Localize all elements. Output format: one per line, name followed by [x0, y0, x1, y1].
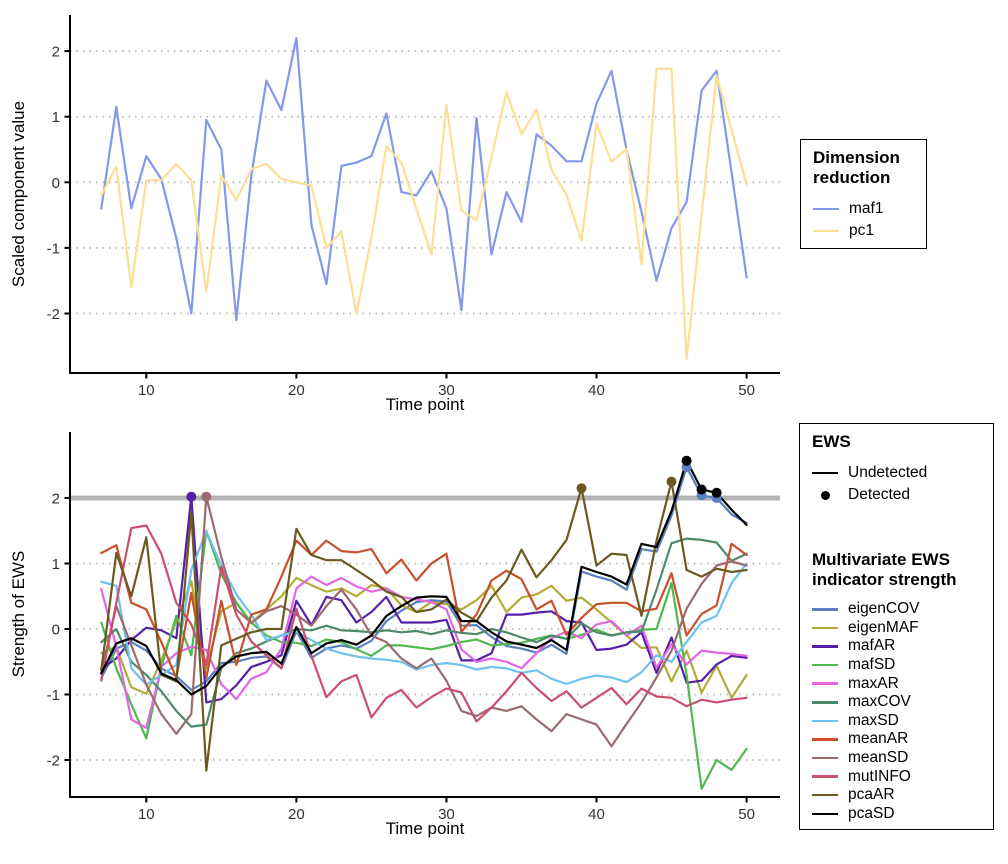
legend-label-mutINFO: mutINFO — [848, 767, 911, 785]
pcaSD-line-swatch-icon — [812, 812, 838, 816]
mutINFO-line-swatch-icon — [812, 775, 838, 778]
legend-item-mutINFO: mutINFO — [812, 767, 981, 786]
x-tick-label-10: 10 — [138, 806, 155, 823]
mafSD-line-swatch-icon — [812, 663, 838, 667]
legend-label-pcaSD: pcaSD — [848, 804, 895, 822]
y-tick-label-0: 0 — [52, 175, 60, 192]
detected-point-pcaSD-x46 — [681, 455, 692, 466]
legend-dimension-reduction-items: maf1 pc1 — [813, 198, 914, 242]
series-line-pcaAR — [100, 480, 748, 772]
legend-item-eigenCOV: eigenCOV — [812, 600, 981, 619]
pcaAR-line-swatch-icon — [812, 793, 838, 797]
bottom-x-axis-title: Time point — [386, 819, 465, 838]
top-x-axis-title: Time point — [386, 395, 465, 414]
legend-label-eigenCOV: eigenCOV — [848, 600, 920, 618]
legend-item-pc1: pc1 — [813, 220, 914, 242]
x-tick-label-30: 30 — [438, 806, 455, 823]
legend-item-maf1: maf1 — [813, 198, 914, 220]
y-tick-label-2: 2 — [52, 44, 60, 61]
mafAR-line-swatch-icon — [812, 645, 838, 648]
legend-label-maxAR: maxAR — [848, 674, 899, 692]
legend-item-mafSD: mafSD — [812, 656, 981, 675]
eigenCOV-line-swatch-icon — [812, 608, 838, 611]
maf1-line-swatch-icon — [813, 207, 839, 211]
maxSD-line-swatch-icon — [812, 719, 838, 723]
legend-item-meanSD: meanSD — [812, 749, 981, 768]
x-tick-label-20: 20 — [288, 806, 305, 823]
detected-point-pcaAR-x45 — [666, 476, 677, 487]
x-tick-label-40: 40 — [588, 382, 605, 399]
legend-item-detected: Detected — [812, 484, 981, 506]
y-tick-label-0: 0 — [52, 622, 60, 639]
legend-multivariate-title: Multivariate EWS indicator strength — [812, 550, 957, 589]
legend-item-maxSD: maxSD — [812, 712, 981, 731]
series-line-mafAR — [100, 495, 748, 704]
maxCOV-line-swatch-icon — [812, 701, 838, 704]
eigenMAF-line-swatch-icon — [812, 626, 838, 630]
y-tick-label-1: 1 — [52, 109, 60, 126]
y-tick-label-1: 1 — [52, 556, 60, 573]
detected-point-meanSD-x14 — [201, 491, 212, 502]
detected-point-pcaSD-x47 — [696, 484, 707, 495]
y-tick-label--1: -1 — [47, 687, 60, 704]
x-tick-label-50: 50 — [738, 806, 755, 823]
legend-label-pc1: pc1 — [849, 222, 874, 239]
legend-label-maf1: maf1 — [849, 200, 884, 217]
pc1-line-swatch-icon — [813, 229, 839, 233]
legend-label-maxSD: maxSD — [848, 711, 899, 729]
series-line-mutINFO — [100, 524, 748, 723]
top-chart-panel: 10 20 30 40 50 -2 -1 0 1 2 — [47, 15, 780, 399]
legend-ews: EWS Undetected Detected Multivariate EWS… — [799, 423, 994, 830]
legend-label-mafAR: mafAR — [848, 637, 896, 655]
detected-dot-icon — [812, 490, 838, 500]
bottom-chart-panel: 10 20 30 40 50 -2 -1 0 1 2 — [47, 432, 780, 823]
detected-point-pcaAR-x39 — [576, 483, 587, 494]
legend-item-pcaAR: pcaAR — [812, 786, 981, 805]
detected-point-mafAR-x13 — [186, 491, 197, 502]
legend-label-mafSD: mafSD — [848, 656, 896, 674]
x-tick-label-10: 10 — [138, 382, 155, 399]
legend-item-eigenMAF: eigenMAF — [812, 619, 981, 638]
y-tick-label--2: -2 — [47, 753, 60, 770]
legend-label-meanSD: meanSD — [848, 749, 909, 767]
y-tick-label--1: -1 — [47, 240, 60, 257]
y-tick-label--2: -2 — [47, 306, 60, 323]
top-y-axis-title: Scaled component value — [9, 101, 28, 287]
legend-multivariate-items: eigenCOV eigenMAF mafAR mafSD maxAR maxCOV max… — [812, 600, 981, 823]
legend-item-maxCOV: maxCOV — [812, 693, 981, 712]
legend-dimension-reduction: Dimension reduction maf1 pc1 — [800, 139, 927, 249]
legend-label-eigenMAF: eigenMAF — [848, 618, 919, 636]
legend-ews-title: EWS — [812, 432, 851, 451]
series-line-maxCOV — [100, 537, 748, 728]
legend-item-meanAR: meanAR — [812, 730, 981, 749]
meanAR-line-swatch-icon — [812, 738, 838, 741]
legend-label-maxCOV: maxCOV — [848, 693, 911, 711]
legend-label-pcaAR: pcaAR — [848, 786, 895, 804]
series-line-eigenMAF — [100, 576, 748, 699]
bottom-y-axis-title: Strength of EWS — [9, 551, 28, 678]
meanSD-line-swatch-icon — [812, 756, 838, 760]
series-line-meanSD — [100, 495, 748, 748]
legend-item-undetected: Undetected — [812, 462, 981, 484]
series-line-maf1 — [100, 36, 748, 322]
legend-dimension-reduction-title: Dimension reduction — [813, 148, 900, 187]
legend-item-mafAR: mafAR — [812, 637, 981, 656]
legend-label-meanAR: meanAR — [848, 730, 909, 748]
series-line-pcaSD — [100, 459, 748, 696]
maxAR-line-swatch-icon — [812, 682, 838, 685]
x-tick-label-30: 30 — [438, 382, 455, 399]
legend-item-pcaSD: pcaSD — [812, 805, 981, 824]
series-line-maxSD — [100, 530, 748, 686]
x-tick-label-40: 40 — [588, 806, 605, 823]
x-tick-label-50: 50 — [738, 382, 755, 399]
legend-item-maxAR: maxAR — [812, 674, 981, 693]
undetected-line-icon — [812, 471, 838, 475]
series-line-pc1 — [100, 67, 748, 361]
detected-point-pcaSD-x48 — [711, 487, 722, 498]
y-tick-label-2: 2 — [52, 491, 60, 508]
x-tick-label-20: 20 — [288, 382, 305, 399]
